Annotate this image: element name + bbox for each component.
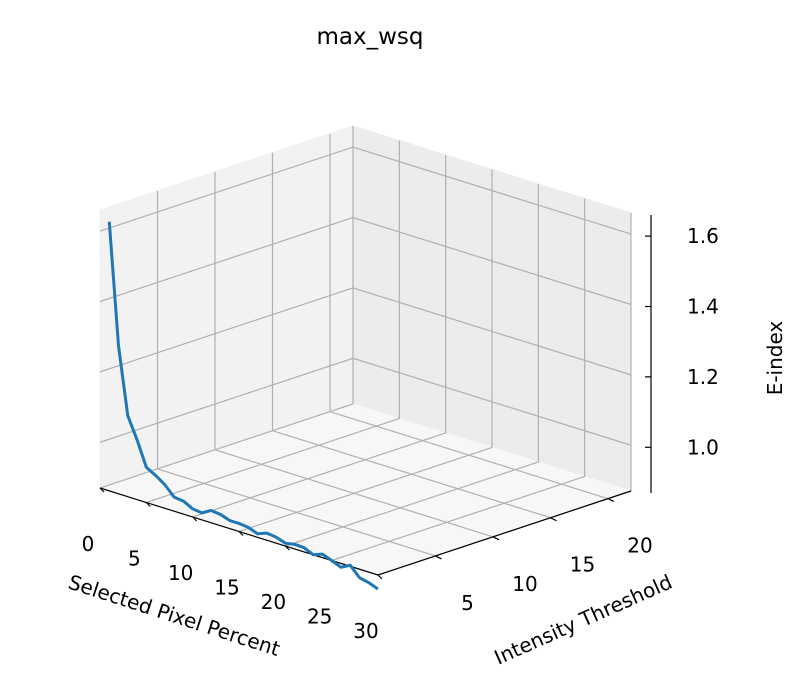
y-tick-label: 5: [461, 591, 474, 615]
y-gridline: [329, 133, 609, 500]
y-tick-label: 10: [512, 572, 537, 596]
z-gridline: [99, 146, 632, 235]
x-tick-label: 25: [307, 605, 332, 629]
y-tick-mark: [492, 536, 500, 541]
z-axis-label: E-index: [763, 321, 787, 396]
y-gridline: [214, 171, 494, 538]
x-tick-label: 20: [261, 590, 286, 614]
z-tick-label: 1.4: [687, 294, 719, 318]
chart-title: max_wsq: [316, 24, 423, 50]
y-axis-line: [377, 490, 632, 576]
x-tick-mark: [192, 516, 198, 522]
x-gridline: [285, 184, 539, 547]
y-tick-mark: [607, 498, 615, 503]
series-line: [107, 221, 379, 591]
y-tick-label: 20: [627, 534, 652, 558]
x-gridline: [331, 198, 586, 562]
x-tick-label: 30: [353, 619, 378, 643]
x-tick-label: 15: [214, 576, 239, 600]
y-tick-label: 15: [570, 553, 595, 577]
z-tick-label: 1.2: [687, 365, 719, 389]
x-gridline: [192, 155, 447, 518]
z-tick-label: 1.6: [687, 224, 719, 248]
y-gridline: [156, 190, 436, 557]
y-tick-mark: [435, 555, 442, 560]
x-tick-mark: [284, 545, 290, 551]
x-gridline: [146, 140, 400, 504]
x-tick-mark: [145, 502, 151, 507]
x-gridline: [99, 126, 354, 489]
chart-ticks: 0 5 10 15 20 25 30 5 10 15 20 1.0 1.2 1.4 1.6: [82, 224, 719, 643]
z-gridline: [99, 357, 632, 446]
x-tick-mark: [377, 574, 383, 580]
x-gridline: [238, 169, 493, 533]
x-tick-mark: [99, 487, 105, 493]
z-tick-label: 1.0: [687, 435, 719, 459]
y-gridline: [271, 152, 551, 519]
x-tick-mark: [238, 531, 244, 536]
y-tick-mark: [550, 517, 557, 522]
x-tick-label: 10: [168, 561, 193, 585]
z-gridline: [99, 287, 632, 376]
x-tick-label: 5: [128, 547, 141, 571]
chart-series: [107, 221, 379, 591]
z-gridline: [99, 216, 632, 306]
x-tick-label: 0: [82, 532, 95, 556]
